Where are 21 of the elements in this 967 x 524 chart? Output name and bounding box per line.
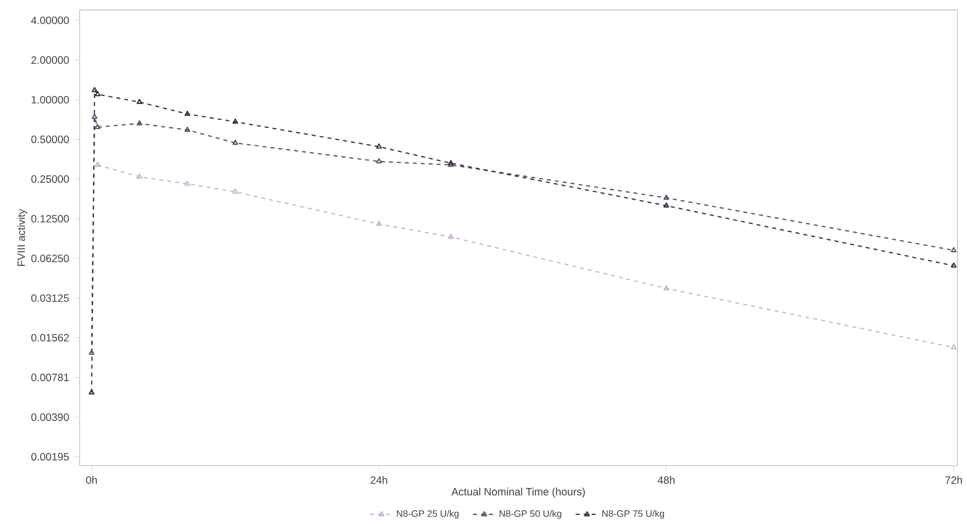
x-tick-label: 72h [945, 476, 962, 484]
y-tick-label: 4.00000 [31, 16, 69, 24]
y-tick-label: 0.01562 [31, 334, 69, 342]
y-tick-label: 0.03125 [31, 294, 69, 302]
y-tick-label: 0.00390 [31, 413, 69, 421]
y-tick-label: 0.00195 [31, 452, 69, 460]
y-tick-label: 2.00000 [31, 56, 69, 64]
x-tick-label: 24h [370, 476, 388, 484]
x-tick-label: 0h [86, 476, 97, 484]
y-tick-label: 1.00000 [32, 96, 69, 104]
y-tick-label: 0.12500 [31, 214, 69, 222]
y-tick-label: 0.50000 [31, 136, 69, 144]
x-axis-title: Actual Nominal Time (hours) [451, 488, 585, 498]
legend-label: N8-GP 50 U/kg [500, 510, 562, 519]
legend-label: N8-GP 75 U/kg [602, 510, 664, 519]
y-tick-label: 0.25000 [31, 175, 69, 183]
x-tick-label: 48h [658, 476, 675, 484]
y-tick-label: 0.00781 [31, 374, 69, 382]
legend-label: N8-GP 25 U/kg [396, 510, 459, 519]
y-axis-title: FVIII activity [17, 208, 28, 266]
y-tick-label: 0.06250 [31, 254, 69, 262]
